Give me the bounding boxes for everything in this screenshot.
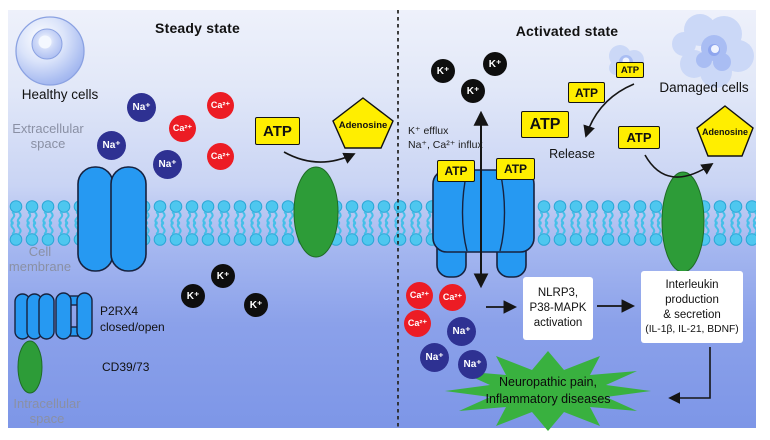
legend-cd39-label: CD39/73 (102, 360, 150, 374)
nlrp3-line3: activation (533, 316, 583, 329)
potassium-ion: K⁺ (483, 52, 507, 76)
adenosine-label-right: Adenosine (701, 127, 748, 137)
healthy-cell-icon (15, 16, 85, 86)
potassium-ion: K⁺ (211, 264, 235, 288)
adenosine-pentagon-right (696, 105, 754, 157)
sodium-ion: Na⁺ (127, 93, 156, 122)
legend-p2rx4-line2: closed/open (100, 319, 165, 334)
outcome-line2: Inflammatory diseases (485, 392, 611, 407)
interleukin-line4: (IL-1β, IL-21, BDNF) (645, 323, 739, 335)
cell-membrane-label: Cell membrane (7, 244, 73, 274)
extracellular-space-label: Extracellular space (9, 121, 87, 151)
atp-molecule: ATP (521, 111, 569, 138)
sodium-ion: Na⁺ (153, 150, 182, 179)
potassium-ion: K⁺ (461, 79, 485, 103)
arrow-atp-to-adenosine-right (644, 154, 714, 178)
outcome-starburst (445, 351, 651, 431)
outcome-line1: Neuropathic pain, (499, 375, 597, 389)
adenosine-label-left: Adenosine (338, 120, 388, 131)
p2rx4-open-channel (432, 169, 535, 278)
intracellular-line1: Intracellular (13, 396, 81, 411)
membrane-line1: Cell (28, 244, 52, 259)
extracellular-line2: space (30, 135, 66, 151)
sodium-ion: Na⁺ (420, 343, 449, 372)
arrow-damaged-to-release (583, 83, 635, 138)
interleukin-line1: Interleukin (665, 278, 719, 291)
intracellular-space-label: Intracellular space (11, 396, 83, 426)
atp-molecule: ATP (618, 126, 660, 149)
calcium-ion: Ca²⁺ (207, 92, 234, 119)
cd39-73-enzyme-right (661, 171, 705, 273)
flow-arrows (283, 83, 714, 404)
interleukin-line3: & secretion (663, 308, 721, 321)
calcium-ion: Ca²⁺ (406, 282, 433, 309)
sodium-ion: Na⁺ (458, 350, 487, 379)
nlrp3-line2: P38-MAPK (529, 302, 587, 315)
atp-molecule: ATP (496, 158, 535, 180)
legend-p2rx4-line1: P2RX4 (100, 304, 139, 318)
calcium-ion: Ca²⁺ (439, 284, 466, 311)
legend-p2rx4-label: P2RX4 closed/open (100, 304, 165, 335)
potassium-ion: K⁺ (431, 59, 455, 83)
damaged-cells-label: Damaged cells (659, 80, 749, 95)
atp-molecule: ATP (616, 62, 644, 78)
nlrp3-activation-box: NLRP3, P38-MAPK activation (523, 277, 593, 340)
nlrp3-line1: NLRP3, (537, 287, 579, 300)
outcome-label: Neuropathic pain, Inflammatory diseases (448, 374, 648, 409)
right-panel-title: Activated state (515, 23, 619, 39)
atp-molecule: ATP (437, 160, 475, 182)
sodium-ion: Na⁺ (97, 131, 126, 160)
legend-p2rx4-closed-icon (14, 293, 55, 340)
flux-line1: K⁺ efflux (408, 125, 449, 137)
legend-p2rx4-open-icon (55, 292, 93, 340)
arrow-atp-to-adenosine-left (283, 151, 356, 164)
calcium-ion: Ca²⁺ (207, 143, 234, 170)
ion-flux-annotation: K⁺ efflux Na⁺, Ca²⁺ influx (408, 124, 494, 153)
adenosine-pentagon-left (332, 97, 394, 149)
calcium-ion: Ca²⁺ (169, 115, 196, 142)
membrane-line2: membrane (8, 258, 72, 274)
legend-cd39-icon (17, 340, 43, 394)
left-panel-title: Steady state (155, 20, 240, 36)
interleukin-line2: production (665, 293, 719, 306)
calcium-ion: Ca²⁺ (404, 310, 431, 337)
interleukin-secretion-box: Interleukin production & secretion (IL-1… (641, 271, 743, 343)
flux-line2: Na⁺, Ca²⁺ influx (408, 139, 483, 152)
potassium-ion: K⁺ (244, 293, 268, 317)
potassium-ion: K⁺ (181, 284, 205, 308)
cd39-73-enzyme-left (293, 166, 339, 258)
extracellular-line1: Extracellular (12, 121, 84, 136)
atp-molecule: ATP (255, 117, 300, 145)
healthy-cells-label: Healthy cells (21, 87, 99, 102)
intracellular-line2: space (29, 410, 65, 426)
release-label: Release (549, 147, 595, 161)
atp-molecule: ATP (568, 82, 605, 103)
sodium-ion: Na⁺ (447, 317, 476, 346)
arrow-interleukin-to-outcome (668, 347, 711, 404)
damaged-cells-icon (609, 14, 754, 88)
p2rx4-closed-channel (77, 166, 147, 272)
